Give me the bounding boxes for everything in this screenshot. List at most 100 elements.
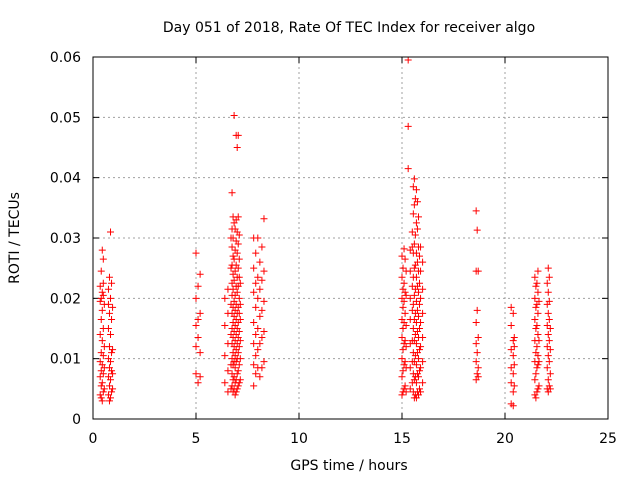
data-point: [535, 358, 543, 366]
data-point: [192, 321, 200, 329]
data-point: [221, 321, 229, 329]
plot-frame: [92, 56, 609, 420]
data-point: [108, 367, 116, 375]
data-point: [507, 346, 515, 354]
data-point: [100, 385, 108, 393]
data-point: [105, 382, 113, 390]
data-point: [96, 282, 104, 290]
data-point: [414, 373, 422, 381]
data-point: [227, 264, 235, 272]
data-point: [97, 382, 105, 390]
data-point: [230, 112, 238, 120]
data-point: [412, 273, 420, 281]
data-point: [194, 379, 202, 387]
data-point: [260, 267, 268, 275]
data-point: [256, 373, 264, 381]
data-point: [544, 309, 552, 317]
data-point: [510, 361, 518, 369]
data-point: [416, 325, 424, 332]
data-point: [419, 379, 427, 387]
data-point: [192, 294, 200, 302]
data-point: [254, 325, 262, 332]
data-point: [546, 385, 554, 393]
data-point: [416, 385, 424, 393]
data-point: [545, 382, 553, 390]
data-point: [107, 394, 115, 402]
data-point: [196, 270, 204, 278]
data-point: [108, 315, 116, 323]
data-point: [413, 225, 421, 233]
data-point: [510, 334, 518, 342]
data-point: [401, 358, 409, 366]
data-point: [235, 255, 243, 263]
data-point: [404, 165, 412, 173]
data-point: [234, 213, 242, 221]
data-point: [398, 391, 406, 399]
data-point: [108, 388, 116, 396]
data-point: [401, 255, 409, 263]
data-point: [473, 370, 481, 378]
data-point: [543, 364, 551, 372]
data-point: [231, 267, 239, 275]
chart-title: Day 051 of 2018, Rate Of TEC Index for r…: [163, 20, 535, 36]
data-point: [250, 382, 258, 390]
x-tick-label: 15: [393, 431, 411, 447]
data-point: [98, 397, 106, 405]
data-point: [98, 337, 106, 345]
data-point: [254, 234, 262, 242]
x-tick-label: 10: [290, 431, 308, 447]
data-point: [108, 279, 116, 287]
data-point: [412, 379, 420, 387]
data-point: [510, 343, 518, 351]
data-point: [250, 318, 258, 326]
data-point: [410, 201, 418, 209]
data-point: [412, 186, 420, 194]
data-point: [228, 189, 236, 197]
data-point: [233, 370, 241, 378]
tick-labels: 0 5 10 15 20 25 0 0.01 0.02 0.03 0.04 0.05 0.06: [50, 50, 617, 447]
data-point: [544, 331, 552, 339]
data-point: [406, 385, 414, 393]
data-point: [406, 294, 414, 302]
data-point: [413, 198, 421, 206]
data-point: [412, 361, 420, 369]
data-point: [260, 215, 268, 223]
data-point: [546, 325, 554, 332]
y-tick-label: 0.02: [50, 291, 81, 307]
grid-lines: [93, 57, 608, 419]
data-point: [410, 175, 418, 183]
data-point: [250, 361, 258, 369]
data-point: [109, 303, 117, 311]
data-point: [534, 331, 542, 339]
data-point: [406, 364, 414, 372]
data-point: [404, 122, 412, 130]
data-point: [416, 279, 424, 287]
data-point: [224, 367, 232, 375]
data-point: [533, 364, 541, 372]
data-point: [400, 245, 408, 253]
data-point: [235, 273, 243, 281]
data-point: [236, 315, 244, 323]
data-point: [107, 376, 115, 384]
data-point: [192, 370, 200, 378]
data-point: [509, 388, 517, 396]
data-point: [543, 279, 551, 287]
data-point: [544, 288, 552, 296]
data-point: [401, 309, 409, 317]
data-point: [534, 352, 542, 360]
data-point: [229, 234, 237, 242]
data-point: [410, 264, 418, 272]
data-point: [534, 361, 542, 369]
data-point: [235, 328, 243, 336]
data-point: [258, 243, 266, 251]
data-point: [410, 291, 418, 299]
data-point: [234, 264, 242, 272]
data-point: [98, 306, 106, 314]
data-point: [473, 349, 481, 357]
data-point: [252, 249, 260, 257]
data-point: [543, 343, 551, 351]
data-point: [419, 309, 427, 317]
data-point: [417, 267, 425, 275]
data-point: [412, 219, 420, 227]
data-point: [417, 364, 425, 372]
